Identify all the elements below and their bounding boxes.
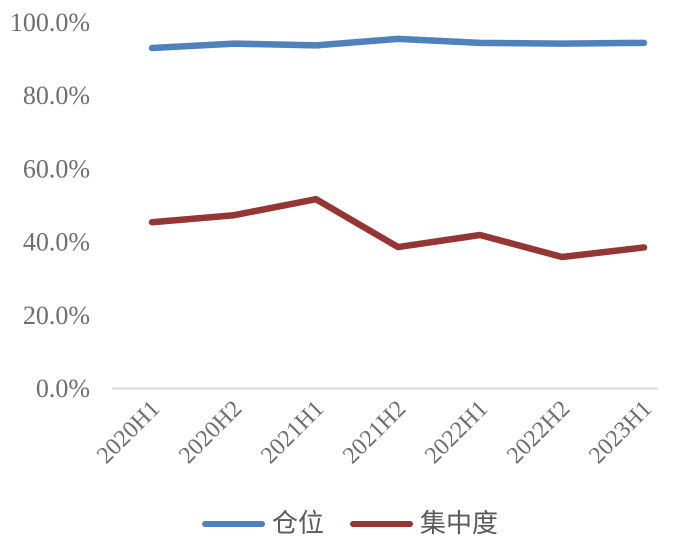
x-axis-tick-label: 2021H2 <box>338 396 411 469</box>
legend-label: 集中度 <box>420 509 499 538</box>
legend-item: 仓位 <box>201 509 324 538</box>
x-axis-tick-label: 2022H1 <box>420 396 493 469</box>
series-line-仓位 <box>148 35 648 52</box>
y-axis-tick-label: 20.0% <box>23 301 90 330</box>
series-line-集中度 <box>148 195 648 261</box>
legend-item: 集中度 <box>350 511 498 537</box>
y-axis-tick-label: 60.0% <box>23 154 90 183</box>
legend-line-swatch <box>201 520 265 528</box>
x-axis-tick-label: 2021H1 <box>256 396 329 469</box>
legend-label: 仓位 <box>271 509 324 538</box>
x-axis-tick-label: 2020H1 <box>92 396 165 469</box>
legend: 仓位 集中度 <box>16 511 684 537</box>
x-axis-tick-label: 2022H2 <box>502 396 575 469</box>
y-axis-tick-label: 100.0% <box>10 8 90 37</box>
y-axis-tick-label: 0.0% <box>36 374 90 403</box>
y-axis-tick-label: 40.0% <box>23 228 90 257</box>
x-axis-tick-label: 2023H1 <box>584 396 657 469</box>
y-axis-tick-label: 80.0% <box>23 81 90 110</box>
x-axis-tick-label: 2020H2 <box>174 396 247 469</box>
legend-line-swatch <box>350 520 413 528</box>
